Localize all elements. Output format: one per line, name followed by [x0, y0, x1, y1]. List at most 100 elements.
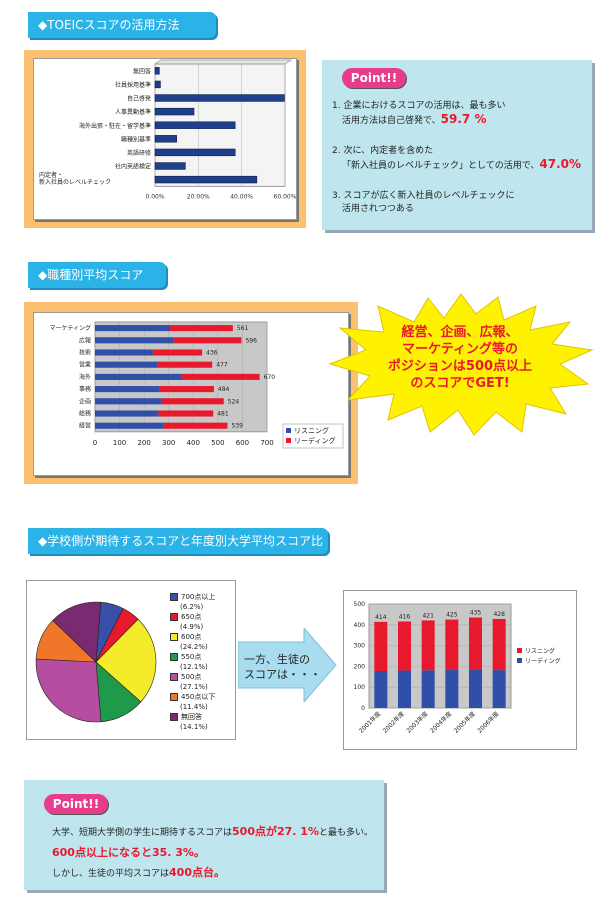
data-label: 539: [231, 423, 243, 430]
point-tag-2: Point!!: [44, 794, 108, 814]
plot-area: [368, 603, 512, 709]
data-label: 524: [228, 398, 240, 405]
legend-swatch: [170, 673, 178, 681]
arrow-text: 一方、生徒の スコアは・・・: [244, 653, 321, 681]
section-header-text: ◆学校側が期待するスコアと年度別大学平均スコア比較: [38, 534, 323, 574]
bar-reading: [157, 361, 213, 368]
category-label: 新入社員のレベルチェック: [39, 178, 111, 186]
tick-label: 200: [354, 663, 366, 670]
starburst: [328, 293, 594, 436]
tick-label: 0: [361, 705, 365, 712]
category-label: 英語研修: [127, 149, 151, 157]
bar-reading: [159, 386, 214, 393]
bar-listening: [95, 325, 170, 332]
bar-reading: [181, 373, 260, 380]
data-label: 670: [264, 374, 276, 381]
tick-label: 400: [354, 622, 366, 629]
tick-label: 300: [354, 643, 366, 650]
data-label: 436: [206, 349, 218, 356]
bar-listening: [397, 621, 412, 671]
data-label: 484: [218, 386, 230, 393]
tick-label: 100: [354, 684, 366, 691]
tick-label: 100: [113, 439, 126, 447]
usage-chart: 0.00% 20.00% 40.00% 60.00% 無回答社員採用基準自己啓発人事異動…: [39, 59, 297, 200]
legend-swatch: [517, 658, 522, 663]
data-label: 421: [422, 612, 434, 619]
job-chart: 0 100 200 300 400 500 600 700 マーケティング 561 広報 596 技術 4…: [49, 321, 344, 449]
point-box-1: [322, 60, 592, 230]
legend-swatch: [170, 713, 178, 721]
data-label: 425: [446, 612, 458, 619]
data-label: 435: [470, 610, 482, 617]
tick-label: 500: [354, 601, 366, 608]
legend-swatch: [286, 438, 291, 443]
bar-reading: [152, 349, 203, 356]
bar: [154, 121, 236, 129]
bar-reading: [161, 398, 224, 405]
bar: [154, 162, 186, 170]
plot-depth: [153, 59, 293, 65]
legend-box: [282, 423, 344, 449]
bar-reading: [397, 670, 412, 708]
tick-label: 200: [137, 439, 150, 447]
category-label: 2002年度: [381, 710, 406, 735]
data-label: 561: [237, 325, 249, 332]
bar-reading: [169, 325, 233, 332]
bar-listening: [95, 422, 164, 429]
category-label: 営業: [79, 361, 91, 369]
legend-swatch: [286, 428, 291, 433]
category-label: 2001年度: [357, 710, 382, 735]
pie-slice: [52, 601, 102, 663]
data-label: 481: [217, 410, 229, 417]
bar-reading: [421, 670, 435, 708]
category-label: 社内英語検定: [115, 163, 151, 171]
highlight-597: 59.7 %: [440, 112, 487, 126]
legend-label: リーディング: [294, 436, 336, 445]
bar-listening: [95, 349, 153, 356]
bar-listening: [492, 618, 506, 671]
point-item-1: 1. 企業におけるスコアの活用は、最も多い 活用方法は自己啓発で、59.7 %: [332, 101, 506, 126]
point-item-2: 2. 次に、内定者を含めた 「新入社員のレベルチェック」としての活用で、47.0…: [332, 146, 582, 171]
category-label: 自己啓発: [127, 95, 151, 103]
bar-listening: [95, 398, 162, 405]
bar-reading: [445, 669, 459, 708]
stack-chart: 0 100 200 300 400 500 414 2001年度 416 2002年度 421 200…: [354, 601, 561, 735]
tick-label: 700: [260, 439, 273, 447]
legend-label: リスニング: [294, 426, 329, 435]
pie-legend: 700点以上 (6.2%) 650点 (4.9%) 600点 (24.2%) 5…: [170, 592, 215, 732]
pie-chart: [35, 601, 157, 723]
tick-label: 300: [162, 439, 175, 447]
tick-label: 0.00%: [145, 193, 164, 200]
bar: [154, 107, 195, 116]
bar-listening: [95, 361, 158, 368]
bar-listening: [95, 410, 159, 417]
tick-label: 600: [236, 439, 249, 447]
legend-label: リーディング: [525, 657, 561, 665]
bar-reading: [468, 669, 483, 708]
category-label: 人事異動基準: [115, 108, 151, 116]
bar-reading: [374, 670, 388, 708]
tick-label: 0: [93, 439, 97, 447]
category-label: 内定者・: [39, 171, 63, 179]
data-label: 414: [375, 614, 387, 621]
bar-listening: [95, 386, 160, 393]
data-label: 596: [245, 337, 257, 344]
section-header-job: ◆職種別平均スコア: [28, 262, 166, 288]
category-label: 職種別基準: [121, 135, 151, 143]
bar-listening: [95, 373, 181, 380]
arrow-shape: [238, 628, 337, 702]
section-header-text: ◆職種別平均スコア: [38, 268, 144, 282]
category-label: 海外: [79, 373, 91, 381]
pie-slice: [35, 658, 102, 723]
point2-text: 大学、短期大学側の学生に期待するスコアは500点が27. 1%と最も多い。 60…: [52, 825, 373, 879]
category-label: 経営: [79, 422, 91, 430]
tick-label: 40.00%: [230, 193, 253, 200]
category-label: マーケティング: [49, 324, 91, 332]
bar: [154, 135, 177, 143]
data-label: 416: [399, 613, 411, 620]
legend-label: リスニング: [525, 647, 555, 655]
category-label: 社員採用基準: [115, 81, 151, 89]
category-label: 広報: [79, 336, 91, 344]
legend-swatch: [170, 593, 178, 601]
category-label: 企画: [79, 397, 91, 405]
